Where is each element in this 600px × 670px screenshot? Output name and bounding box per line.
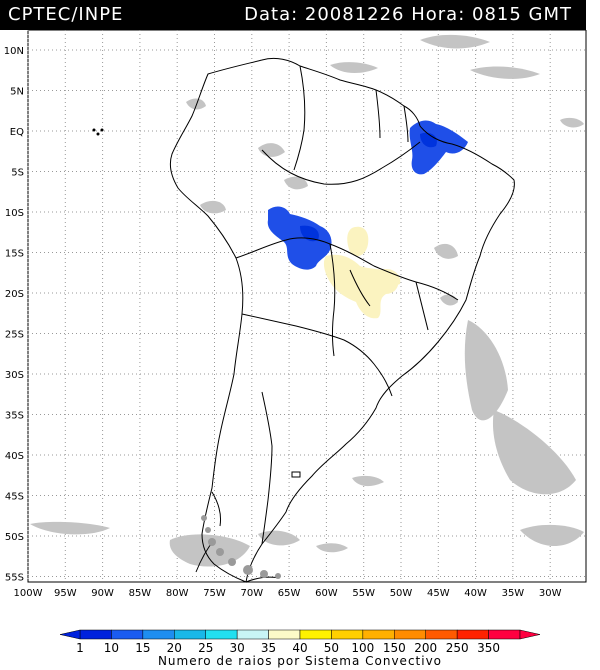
lat-label: 5N: [10, 87, 24, 98]
legend-tick-label: 30: [230, 641, 245, 654]
legend-tick-label: 350: [477, 641, 500, 654]
legend-tick-label: 20: [167, 641, 182, 654]
lat-label: 10S: [5, 208, 24, 219]
lon-label: 50W: [390, 588, 413, 599]
map-frame: [27, 29, 587, 583]
latitude-labels: 10N 5N EQ 5S 10S 15S 20S 25S 30S 35S 40S 45S 50S 55S: [4, 46, 24, 584]
lon-label: 60W: [315, 588, 338, 599]
legend-tick-label: 200: [414, 641, 437, 654]
lon-label: 85W: [129, 588, 152, 599]
legend-tick-label: 40: [292, 641, 307, 654]
storm-core-para: [420, 132, 437, 148]
lon-label: 65W: [278, 588, 301, 599]
galapagos-islands: [92, 128, 104, 136]
legend-swatch: [111, 629, 144, 640]
lon-label: 70W: [240, 588, 263, 599]
lat-label: 55S: [5, 573, 24, 584]
lon-label: 30W: [539, 588, 562, 599]
map-panel: 10N 5N EQ 5S 10S 15S 20S 25S 30S 35S 40S 45S 50S 55S …: [0, 29, 600, 610]
lat-label: 5S: [11, 168, 24, 179]
lon-label: 100W: [14, 588, 43, 599]
storm-core-bolivia: [300, 225, 319, 242]
legend-swatch: [236, 629, 269, 640]
legend-tick-label: 35: [261, 641, 276, 654]
lat-label: 25S: [5, 330, 24, 341]
lat-label: 50S: [5, 532, 24, 543]
lon-label: 80W: [166, 588, 189, 599]
legend-tick-label: 250: [446, 641, 469, 654]
falkland-islands: [291, 471, 301, 478]
header-bar: CPTEC/INPE Data: 20081226 Hora: 0815 GMT: [0, 0, 586, 30]
agency-label: CPTEC/INPE: [8, 4, 124, 25]
lat-label: 20S: [5, 289, 24, 300]
legend-swatch: [205, 629, 238, 640]
legend-tick-label: 10: [104, 641, 119, 654]
lat-label: 40S: [5, 451, 24, 462]
legend-swatch: [425, 629, 458, 640]
lat-label: 45S: [5, 492, 24, 503]
legend-swatch: [362, 629, 395, 640]
legend-tick-label: 25: [198, 641, 213, 654]
legend-bar: 1 10 15 20 25 30 35 40 50 100 150 200 250 350: [59, 629, 541, 654]
legend-tick-label: 1: [76, 641, 84, 654]
legend-arrow-right: [519, 629, 541, 640]
longitude-labels: 100W 95W 90W 85W 80W 75W 70W 65W 60W 55W 50W 45W 40W…: [14, 588, 562, 599]
lon-label: 75W: [203, 588, 226, 599]
lat-label: EQ: [10, 127, 24, 138]
legend-tick-label: 50: [324, 641, 339, 654]
lon-label: 35W: [502, 588, 525, 599]
cloud-cover: [30, 34, 584, 567]
legend-swatch: [79, 629, 112, 640]
lon-label: 55W: [352, 588, 375, 599]
legend-tick-label: 150: [383, 641, 406, 654]
legend-swatch: [456, 629, 489, 640]
legend-tick-label: 100: [351, 641, 374, 654]
country-borders: [169, 57, 515, 583]
graticule: [27, 30, 586, 582]
legend-swatch: [331, 629, 364, 640]
legend-swatch: [299, 629, 332, 640]
legend-swatch: [268, 629, 301, 640]
legend-swatch: [394, 629, 426, 640]
lat-label: 35S: [5, 411, 24, 422]
south-america-map: 10N5NEQ5S10S15S20S25S30S35S40S45S50S55S …: [4, 29, 587, 599]
lon-label: 45W: [427, 588, 450, 599]
legend-title: Numero de raios por Sistema Convectivo: [157, 654, 443, 668]
legend-swatch: [142, 629, 175, 640]
lat-label: 10N: [4, 46, 24, 57]
legend-tick-label: 15: [135, 641, 150, 654]
datetime-label: Data: 20081226 Hora: 0815 GMT: [244, 4, 572, 25]
lon-label: 95W: [54, 588, 77, 599]
low-activity-area: [323, 226, 401, 319]
legend-swatch: [174, 629, 206, 640]
lon-label: 40W: [464, 588, 487, 599]
legend-arrow-left: [59, 629, 81, 640]
patagonia-islands: [201, 515, 281, 579]
legend-swatch: [488, 629, 521, 640]
lon-label: 90W: [91, 588, 114, 599]
lat-label: 15S: [5, 249, 24, 260]
lat-label: 30S: [5, 370, 24, 381]
